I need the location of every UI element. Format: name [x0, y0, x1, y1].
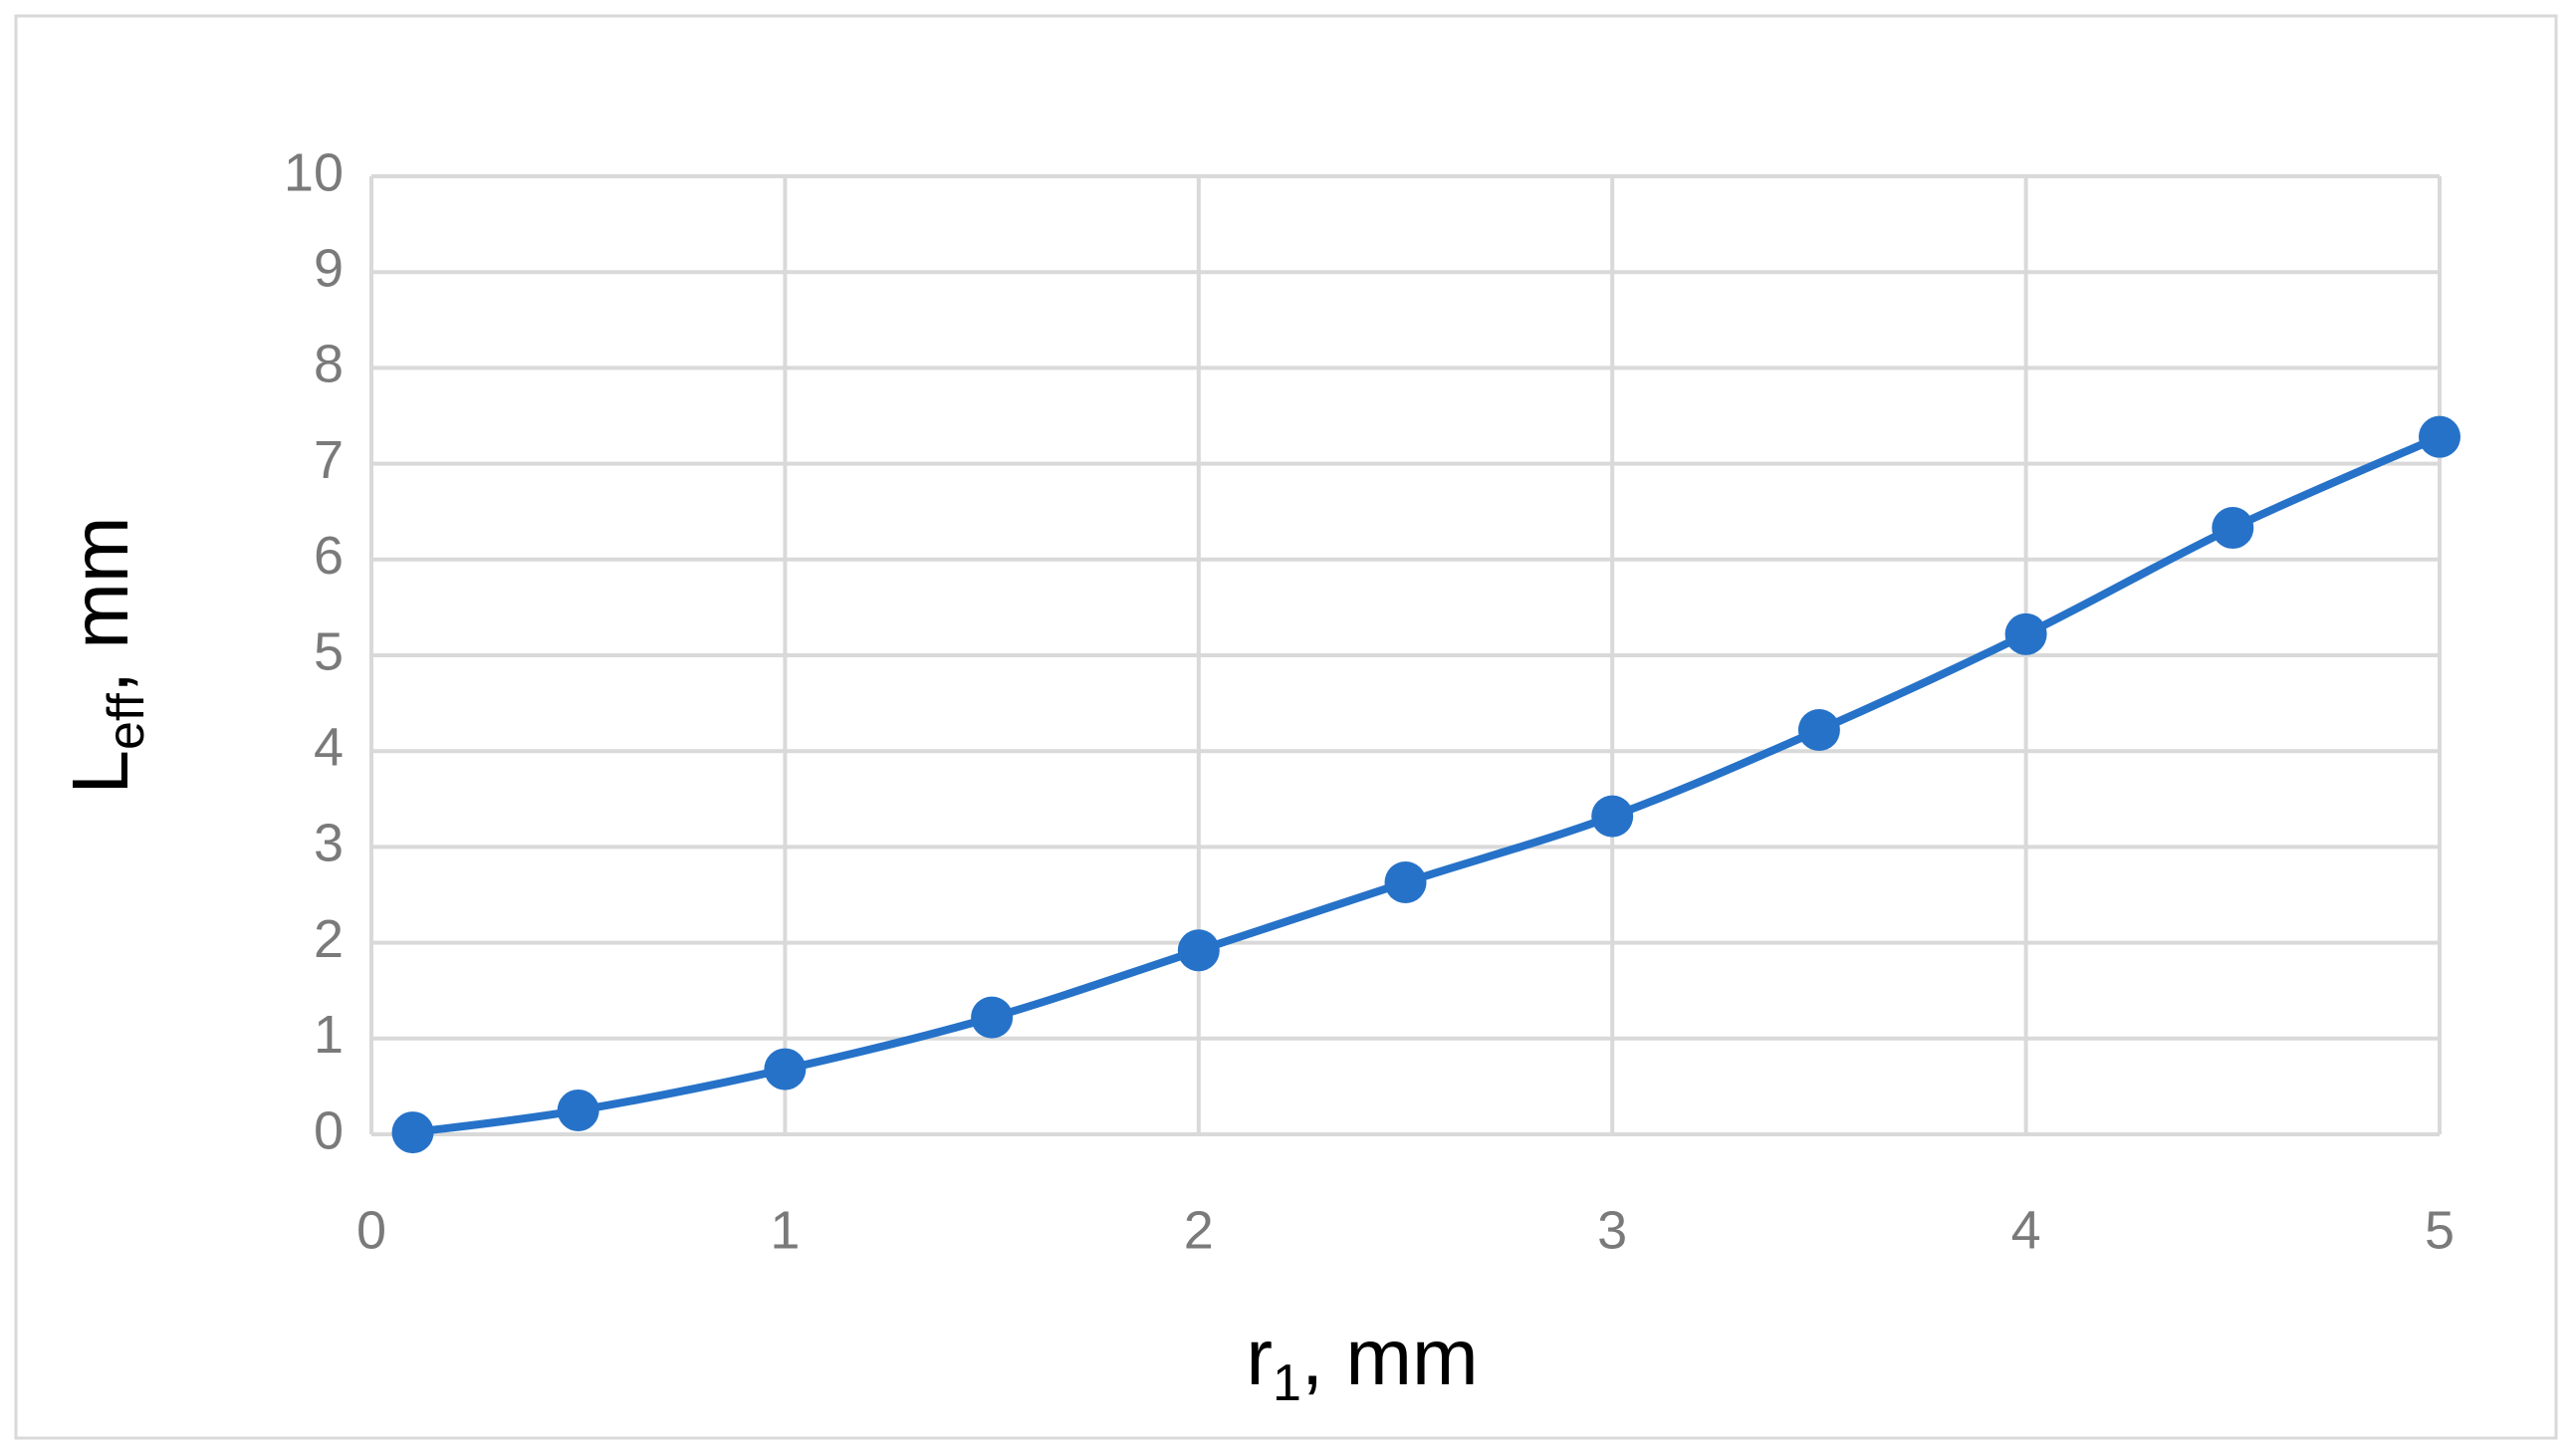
- x-tick-label: 1: [770, 1200, 800, 1260]
- data-point: [2004, 612, 2047, 655]
- x-title-main: r: [1246, 1313, 1273, 1401]
- data-point: [2419, 415, 2460, 458]
- series-line: [412, 433, 2442, 1137]
- data-point: [764, 1048, 807, 1091]
- y-title-main: L: [56, 750, 144, 795]
- y-tick-label: 8: [314, 335, 344, 394]
- y-tick-label: 4: [314, 717, 344, 777]
- y-title-sub: eff: [98, 693, 155, 750]
- chart-border: [14, 14, 2558, 1440]
- y-tick-label: 5: [314, 621, 344, 681]
- data-point: [2212, 507, 2254, 550]
- x-title-rest: , mm: [1301, 1313, 1479, 1401]
- y-title-rest: , mm: [56, 516, 144, 693]
- x-tick-label: 5: [2425, 1200, 2455, 1260]
- data-point: [391, 1111, 434, 1154]
- y-tick-label: 0: [314, 1100, 344, 1160]
- x-tick-label: 3: [1597, 1200, 1627, 1260]
- grid: [369, 174, 2442, 1136]
- data-point: [1177, 929, 1220, 972]
- x-axis-title: r1, mm: [1246, 1313, 1478, 1412]
- x-tick-label: 2: [1184, 1200, 1214, 1260]
- data-point: [971, 996, 1014, 1039]
- data-point: [1384, 860, 1427, 903]
- y-tick-label: 3: [314, 814, 344, 873]
- y-tick-label: 10: [284, 142, 344, 202]
- y-axis-title: Leff, mm: [56, 516, 155, 794]
- y-tick-label: 9: [314, 238, 344, 298]
- y-tick-label: 1: [314, 1005, 344, 1065]
- x-title-sub: 1: [1273, 1354, 1301, 1412]
- data-point: [1797, 709, 1840, 752]
- plot: [391, 415, 2460, 1154]
- x-tick-label: 4: [2011, 1200, 2041, 1260]
- y-tick-label: 6: [314, 526, 344, 586]
- data-point: [557, 1089, 599, 1131]
- y-tick-label: 7: [314, 430, 344, 490]
- y-tick-label: 2: [314, 909, 344, 969]
- x-tick-label: 0: [356, 1200, 386, 1260]
- data-point: [1591, 795, 1634, 838]
